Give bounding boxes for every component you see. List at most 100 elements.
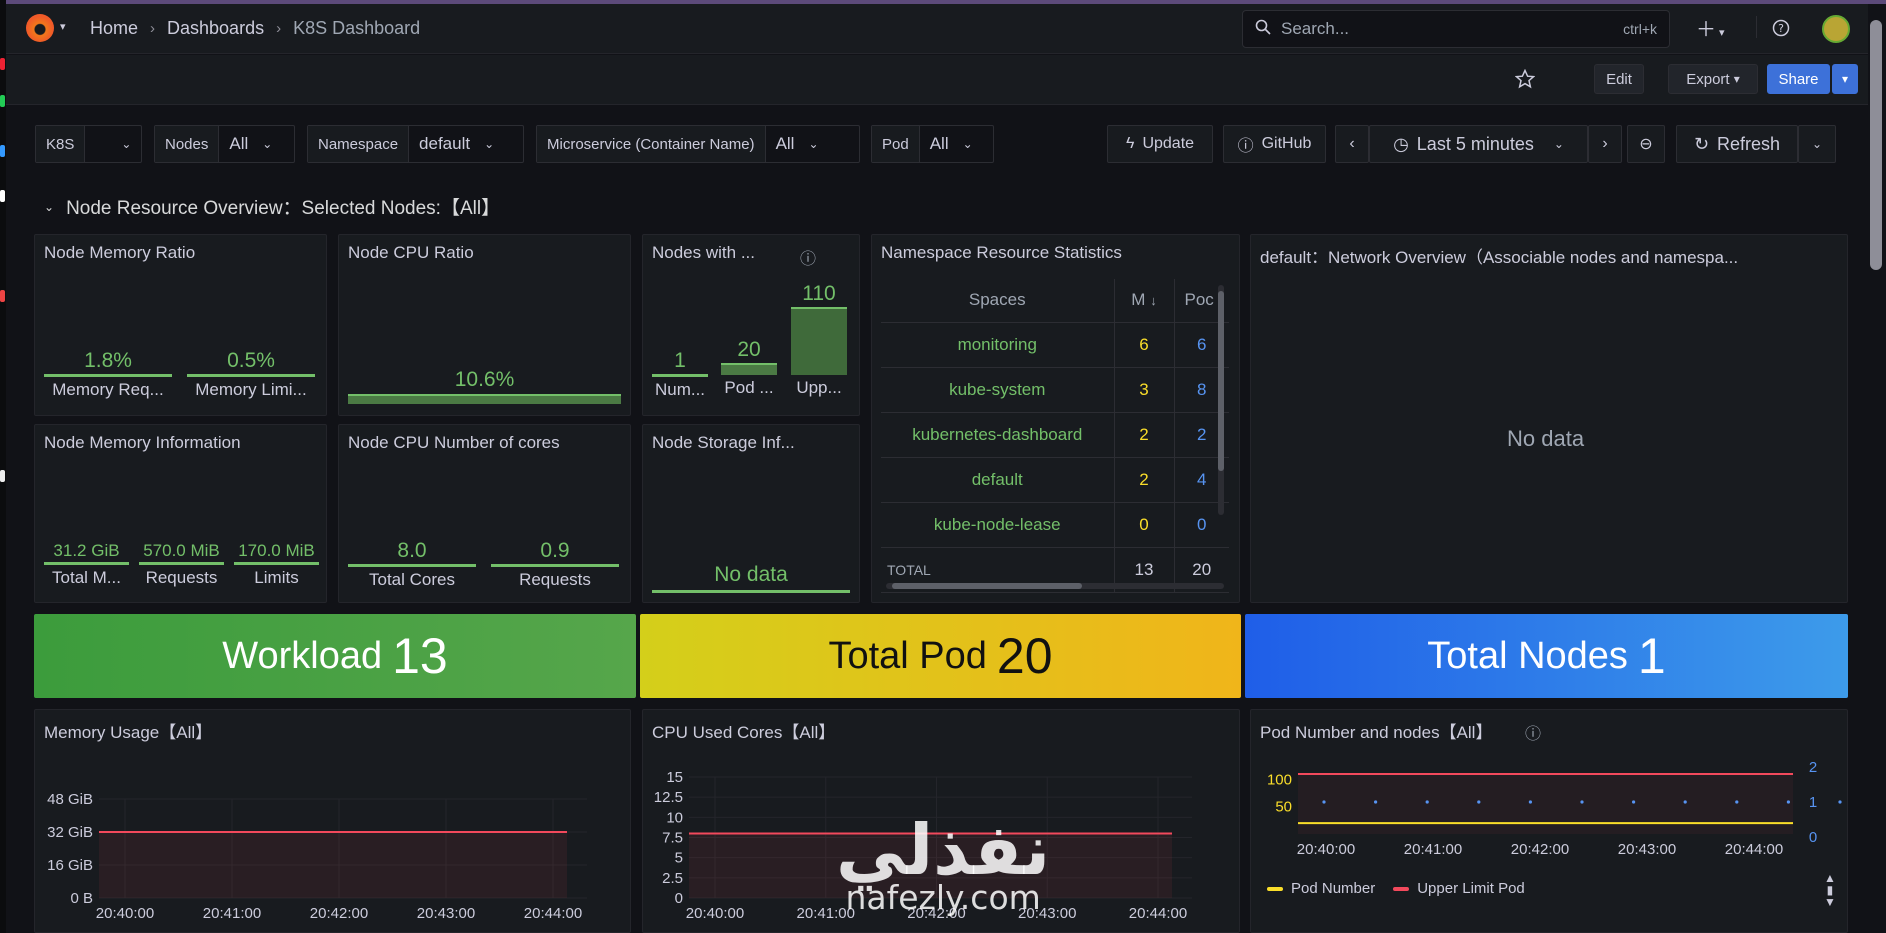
node-count-point (1528, 800, 1532, 804)
namespace-table: Spaces M ↓ Poc monitoring 6 6 kube-system 3… (881, 279, 1229, 593)
stat-total-memory: 31.2 GiB Total M... (44, 541, 129, 588)
help-icon[interactable]: ? (1772, 19, 1790, 41)
cell-m: 6 (1113, 322, 1174, 368)
variable-value[interactable]: default ⌄ (409, 126, 504, 162)
y-tick-label-right: 2 (1809, 759, 1817, 776)
refresh-interval-button[interactable]: ⌄ (1798, 125, 1836, 163)
stat-label: Total Nodes (1427, 634, 1628, 677)
time-back-button[interactable]: ‹ (1335, 125, 1369, 163)
share-button[interactable]: Share (1767, 64, 1830, 94)
stat-value: 1.8% (84, 349, 132, 372)
panel-title: Node CPU Number of cores (348, 433, 560, 452)
variable-k8s[interactable]: K8S ⌄ (35, 125, 142, 163)
user-avatar[interactable] (1822, 15, 1850, 43)
cpu-used-chart: 15 12.5 10 7.5 5 2.5 020:40:00 20:41:00 20:42:00… (654, 769, 1192, 922)
dashboard-toolbar (6, 55, 1868, 105)
add-icon[interactable]: ＋ ▾ (1696, 19, 1725, 41)
stat-label: Requests (519, 570, 591, 589)
node-count-point (1425, 800, 1429, 804)
legend-item[interactable]: Pod Number (1267, 880, 1375, 897)
info-icon[interactable]: ⓘ (800, 251, 817, 268)
variable-value-text: All (229, 134, 249, 153)
panel-cpu-used: CPU Used Cores【All】 (642, 709, 1240, 933)
info-circle-icon: ⓘ (1237, 138, 1254, 155)
info-icon[interactable]: ⓘ (1525, 726, 1542, 743)
table-row[interactable]: kube-system 3 8 (881, 367, 1229, 413)
pod-number-chart: 100 50 2 1 0 20:40:00 20:41:00 20:42:00 20:43:00… (1267, 759, 1842, 858)
update-button[interactable]: ϟ Update (1107, 125, 1213, 163)
scrollbar-thumb[interactable] (892, 583, 1082, 589)
table-row[interactable]: default 2 4 (881, 457, 1229, 503)
time-forward-button[interactable]: › (1588, 125, 1622, 163)
table-row[interactable]: kube-node-lease 0 0 (881, 502, 1229, 548)
variable-value[interactable]: ⌄ (85, 126, 141, 162)
edit-button[interactable]: Edit (1594, 64, 1644, 94)
star-icon[interactable] (1514, 68, 1536, 93)
legend-scroll-icon[interactable]: ▲ ▮ ▼ (1824, 871, 1836, 909)
refresh-button[interactable]: ↻ Refresh (1676, 125, 1798, 163)
table-row[interactable]: kubernetes-dashboard 2 2 (881, 412, 1229, 458)
search-placeholder: Search... (1281, 19, 1350, 38)
breadcrumb-dashboards[interactable]: Dashboards (167, 18, 265, 38)
stat-bar (491, 564, 619, 567)
stat-total-cores: 8.0 Total Cores (348, 539, 476, 590)
legend-swatch (1267, 887, 1283, 892)
variable-value[interactable]: All ⌄ (219, 126, 282, 162)
horizontal-scrollbar[interactable] (886, 583, 1224, 589)
stat-label: Total Pod (828, 634, 987, 677)
sort-arrow-down-icon: ↓ (1150, 293, 1157, 309)
stat-memory-requests: 1.8% Memory Req... (44, 349, 172, 400)
export-button[interactable]: Export ▾ (1668, 64, 1758, 94)
zoom-out-button[interactable]: ⊖ (1627, 125, 1665, 163)
scrollbar-thumb[interactable] (1218, 291, 1224, 471)
variable-microservice[interactable]: Microservice (Container Name) All ⌄ (536, 125, 860, 163)
panel-namespace-statistics: Namespace Resource Statistics Spaces M ↓… (871, 234, 1240, 603)
panel-node-cpu-ratio: Node CPU Ratio 10.6% (338, 234, 631, 416)
panel-node-memory-info: Node Memory Information 31.2 GiB Total M… (34, 424, 327, 603)
clock-icon: ◷ (1393, 133, 1409, 154)
variable-nodes[interactable]: Nodes All ⌄ (154, 125, 295, 163)
y-tick-label: 12.5 (654, 789, 683, 806)
page-scrollbar[interactable] (1870, 20, 1882, 270)
stat-bar (721, 363, 777, 375)
row-header[interactable]: ⌄ Node Resource Overview：Selected Nodes:… (44, 193, 500, 220)
stat-bar (652, 590, 850, 593)
time-range-picker[interactable]: ◷ Last 5 minutes ⌄ (1369, 125, 1588, 163)
legend-swatch (1393, 887, 1410, 892)
panel-node-storage: Node Storage Inf... No data (642, 424, 860, 603)
variable-namespace[interactable]: Namespace default ⌄ (307, 125, 524, 163)
refresh-label: Refresh (1717, 133, 1781, 154)
variable-pod[interactable]: Pod All ⌄ (871, 125, 994, 163)
share-options-button[interactable]: ▾ (1832, 64, 1858, 94)
column-header-m[interactable]: M ↓ (1113, 279, 1174, 323)
column-header-spaces[interactable]: Spaces (881, 279, 1114, 323)
cell-space: default (881, 457, 1114, 503)
stat-label: Total Cores (369, 570, 455, 589)
search-input[interactable]: Search... ctrl+k (1242, 10, 1670, 48)
vertical-scrollbar[interactable] (1218, 285, 1224, 515)
node-count-point (1477, 800, 1481, 804)
variable-value[interactable]: All ⌄ (920, 126, 983, 162)
chevron-down-icon: ⌄ (484, 137, 495, 151)
panel-node-memory-ratio: Node Memory Ratio 1.8% Memory Req... 0.5… (34, 234, 327, 416)
breadcrumb-home[interactable]: Home (90, 18, 139, 38)
x-tick-label: 20:43:00 (417, 905, 475, 922)
stat-bar (187, 374, 315, 377)
variable-value[interactable]: All ⌄ (766, 126, 829, 162)
variable-label: Nodes (155, 126, 220, 162)
node-count-point (1838, 800, 1842, 804)
stat-bar (44, 374, 172, 377)
cell-m: 2 (1113, 457, 1174, 503)
stat-bar (791, 307, 847, 375)
table-row[interactable]: monitoring 6 6 (881, 322, 1229, 368)
search-icon (1255, 19, 1271, 40)
legend-item[interactable]: Upper Limit Pod (1393, 880, 1525, 897)
chevron-down-icon[interactable]: ▾ (60, 21, 66, 33)
github-button[interactable]: ⓘ GitHub (1223, 125, 1326, 163)
cell-space: monitoring (881, 322, 1114, 368)
variable-label: Pod (872, 126, 920, 162)
divider (1756, 16, 1757, 38)
grafana-logo-icon[interactable] (26, 14, 54, 42)
node-count-point (1683, 800, 1687, 804)
x-tick-label: 20:43:00 (1018, 905, 1076, 922)
